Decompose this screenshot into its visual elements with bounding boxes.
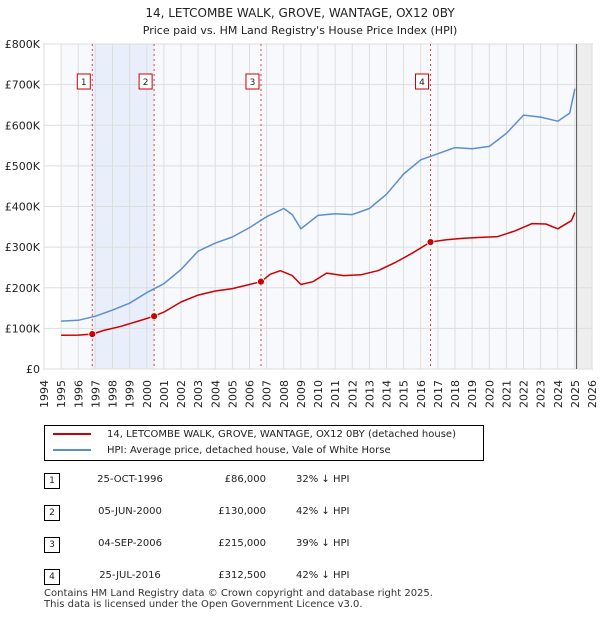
x-tick-label: 2007 — [261, 380, 274, 408]
x-tick-label: 2009 — [295, 380, 308, 408]
x-tick-label: 1998 — [107, 380, 120, 408]
sale-number: 1 — [44, 473, 60, 489]
sale-marker-label: 2 — [143, 78, 149, 88]
x-tick-label: 2002 — [175, 380, 188, 408]
legend-item-property: 14, LETCOMBE WALK, GROVE, WANTAGE, OX12 … — [53, 427, 456, 443]
x-tick-label: 2017 — [432, 380, 445, 408]
y-tick-label: £100K — [5, 322, 41, 335]
footer-line-copyright: Contains HM Land Registry data © Crown c… — [44, 588, 433, 599]
legend: 14, LETCOMBE WALK, GROVE, WANTAGE, OX12 … — [44, 425, 484, 461]
x-tick-label: 1995 — [55, 380, 68, 408]
chart-subtitle: Price paid vs. HM Land Registry's House … — [143, 24, 458, 37]
y-tick-label: £300K — [5, 241, 41, 254]
x-tick-label: 1994 — [38, 380, 51, 408]
footer: Contains HM Land Registry data © Crown c… — [44, 588, 433, 610]
x-tick-label: 2004 — [209, 380, 222, 408]
y-tick-label: £0 — [26, 363, 40, 376]
y-tick-label: £700K — [5, 79, 41, 92]
hpi-series-line — [61, 88, 576, 322]
sale-number: 4 — [44, 569, 60, 585]
sale-price: £215,000 — [218, 538, 266, 549]
sale-date: 25-OCT-1996 — [97, 474, 163, 485]
x-tick-label: 2011 — [329, 380, 342, 408]
table-row: 4 25-JUL-2016 £312,500 42% ↓ HPI — [0, 566, 600, 590]
price-chart: 14, LETCOMBE WALK, GROVE, WANTAGE, OX12 … — [5, 6, 599, 408]
sale-marker-label: 1 — [81, 78, 87, 88]
x-tick-label: 2010 — [312, 380, 325, 408]
x-tick-label: 1999 — [124, 380, 137, 408]
x-tick-label: 2008 — [278, 380, 291, 408]
x-tick-label: 2005 — [226, 380, 239, 408]
x-tick-label: 2022 — [518, 380, 531, 408]
sale-number: 3 — [44, 537, 60, 553]
y-tick-label: £600K — [5, 119, 41, 132]
x-tick-label: 1996 — [72, 380, 85, 408]
x-tick-label: 2018 — [449, 380, 462, 408]
x-tick-label: 2015 — [398, 380, 411, 408]
sale-price: £312,500 — [218, 570, 266, 581]
sale-marker-label: 4 — [419, 78, 425, 88]
sale-number: 2 — [44, 505, 60, 521]
sale-price: £86,000 — [224, 474, 266, 485]
sale-hpi-diff: 32% ↓ HPI — [296, 474, 350, 485]
legend-item-hpi: HPI: Average price, detached house, Vale… — [53, 443, 391, 459]
x-tick-label: 2026 — [586, 380, 599, 408]
sale-price: £130,000 — [218, 506, 266, 517]
sale-date: 25-JUL-2016 — [99, 570, 161, 581]
sale-date: 04-SEP-2006 — [98, 538, 162, 549]
legend-swatch-hpi — [53, 449, 91, 451]
sale-point — [426, 238, 435, 246]
x-tick-label: 2013 — [363, 380, 376, 408]
x-tick-label: 2020 — [483, 380, 496, 408]
x-tick-label: 2021 — [500, 380, 513, 408]
y-tick-label: £500K — [5, 160, 41, 173]
legend-label-property: 14, LETCOMBE WALK, GROVE, WANTAGE, OX12 … — [107, 429, 456, 440]
y-tick-label: £200K — [5, 282, 41, 295]
legend-swatch-property — [53, 433, 91, 435]
x-tick-label: 2025 — [569, 380, 582, 408]
x-tick-label: 2023 — [535, 380, 548, 408]
sale-hpi-diff: 39% ↓ HPI — [296, 538, 350, 549]
chart-title: 14, LETCOMBE WALK, GROVE, WANTAGE, OX12 … — [145, 6, 455, 20]
sale-point — [150, 312, 159, 321]
x-tick-label: 2019 — [466, 380, 479, 408]
x-tick-label: 2014 — [381, 380, 394, 408]
y-tick-label: £400K — [5, 201, 41, 214]
sale-hpi-diff: 42% ↓ HPI — [296, 570, 350, 581]
sale-point — [88, 330, 97, 338]
sale-marker-box — [245, 73, 260, 90]
sale-marker-box — [138, 73, 153, 90]
sale-marker-box — [415, 73, 430, 90]
x-tick-label: 2006 — [244, 380, 257, 408]
sale-hpi-diff: 42% ↓ HPI — [296, 506, 350, 517]
x-tick-label: 2024 — [552, 380, 565, 408]
footer-line-licence: This data is licensed under the Open Gov… — [44, 599, 363, 610]
sale-marker-box — [76, 73, 91, 90]
x-tick-label: 2016 — [415, 380, 428, 408]
x-tick-label: 2000 — [141, 380, 154, 408]
x-tick-label: 2001 — [158, 380, 171, 408]
y-tick-label: £800K — [5, 38, 41, 51]
sale-point — [257, 277, 265, 286]
sale-marker-label: 3 — [250, 78, 256, 88]
x-tick-label: 2003 — [192, 380, 205, 408]
sale-date: 05-JUN-2000 — [98, 506, 162, 517]
x-tick-label: 2012 — [346, 380, 359, 408]
table-row: 3 04-SEP-2006 £215,000 39% ↓ HPI — [0, 534, 600, 558]
x-tick-label: 1997 — [89, 380, 102, 408]
legend-label-hpi: HPI: Average price, detached house, Vale… — [107, 445, 391, 456]
table-row: 2 05-JUN-2000 £130,000 42% ↓ HPI — [0, 502, 600, 526]
table-row: 1 25-OCT-1996 £86,000 32% ↓ HPI — [0, 470, 600, 494]
